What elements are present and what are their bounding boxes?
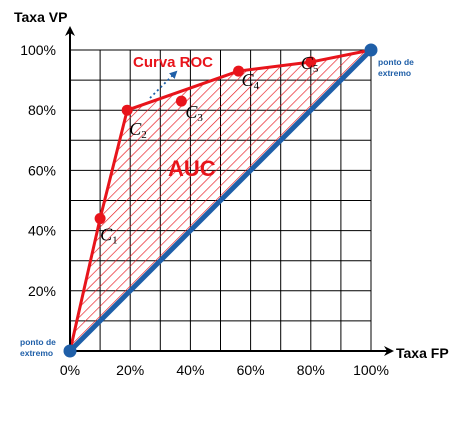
endpoint-label: ponto de (378, 57, 414, 67)
endpoint-marker (63, 344, 77, 358)
y-tick-label: 40% (28, 223, 56, 239)
x-tick-label: 100% (353, 362, 389, 378)
roc-point (121, 104, 133, 116)
x-tick-label: 40% (176, 362, 204, 378)
roc-label-pointer (149, 70, 178, 99)
y-axis-title: Taxa VP (14, 9, 67, 25)
y-tick-label: 100% (20, 42, 56, 58)
x-tick-label: 80% (297, 362, 325, 378)
x-tick-label: 60% (237, 362, 265, 378)
y-tick-label: 80% (28, 102, 56, 118)
point-label: C5 (301, 53, 319, 75)
x-tick-label: 0% (60, 362, 80, 378)
x-tick-labels: 0% 20% 40% 60% 80% 100% (60, 362, 389, 378)
endpoint-label: ponto de (20, 337, 56, 347)
roc-point (175, 95, 187, 107)
roc-point (305, 56, 317, 68)
x-axis-title: Taxa FP (396, 345, 449, 361)
endpoint-label: extremo (378, 68, 411, 78)
roc-point (94, 213, 106, 225)
roc-curve (68, 48, 372, 352)
endpoint-label: extremo (20, 348, 53, 358)
y-tick-label: 20% (28, 283, 56, 299)
roc-curve-label: Curva ROC (133, 54, 213, 71)
auc-label: AUC (168, 156, 216, 181)
endpoint-marker (364, 43, 378, 57)
random-diagonal (67, 47, 374, 354)
roc-point (233, 65, 245, 77)
x-tick-label: 20% (116, 362, 144, 378)
y-tick-labels: 20% 40% 60% 80% 100% (20, 42, 56, 299)
y-tick-label: 60% (28, 162, 56, 178)
